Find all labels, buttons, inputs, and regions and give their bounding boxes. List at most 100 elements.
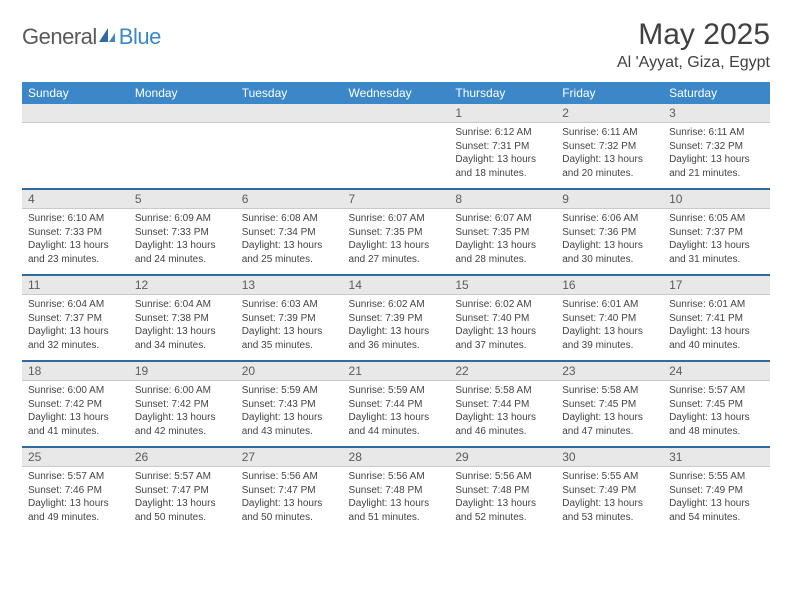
day-number-row: 25262728293031 [22, 448, 770, 467]
brand-name-1: General [22, 24, 97, 50]
day-detail-cell: Sunrise: 5:56 AMSunset: 7:48 PMDaylight:… [343, 467, 450, 533]
daylight-text: Daylight: 13 hours and 21 minutes. [669, 153, 764, 180]
day-detail-row: Sunrise: 6:00 AMSunset: 7:42 PM Daylight:… [22, 381, 770, 448]
daylight-text: Daylight: 13 hours and 18 minutes. [455, 153, 550, 180]
sunrise-text: Sunrise: 6:06 AM [562, 212, 657, 226]
day-number-cell: 22 [449, 362, 556, 381]
sunset-text: Sunset: 7:47 PM [242, 484, 337, 498]
sail-icon [97, 26, 117, 49]
day-number-cell: 23 [556, 362, 663, 381]
sunset-text: Sunset: 7:33 PM [28, 226, 123, 240]
day-number-cell: 26 [129, 448, 236, 467]
sunrise-text: Sunrise: 6:02 AM [455, 298, 550, 312]
day-number-cell: 5 [129, 190, 236, 209]
day-detail-cell: Sunrise: 6:01 AMSunset: 7:40 PMDaylight:… [556, 295, 663, 362]
day-number-cell: 7 [343, 190, 450, 209]
sunrise-text: Sunrise: 5:59 AM [242, 384, 337, 398]
day-detail-cell: Sunrise: 6:09 AMSunset: 7:33 PMDaylight:… [129, 209, 236, 276]
daylight-text: Daylight: 13 hours and 39 minutes. [562, 325, 657, 352]
sunrise-text: Sunrise: 6:08 AM [242, 212, 337, 226]
daylight-text: Daylight: 13 hours and 20 minutes. [562, 153, 657, 180]
location-label: Al 'Ayyat, Giza, Egypt [617, 54, 770, 72]
day-number-row: 18192021222324 [22, 362, 770, 381]
daylight-text: Daylight: 13 hours and 23 minutes. [28, 239, 123, 266]
day-number-cell: 16 [556, 276, 663, 295]
page-header: General Blue May 2025 Al 'Ayyat, Giza, E… [22, 18, 770, 72]
daylight-text: Daylight: 13 hours and 28 minutes. [455, 239, 550, 266]
daylight-text: Daylight: 13 hours and 49 minutes. [28, 497, 123, 524]
day-number-cell: 19 [129, 362, 236, 381]
sunset-text: Sunset: 7:35 PM [455, 226, 550, 240]
day-number-cell: 11 [22, 276, 129, 295]
sunrise-text: Sunrise: 5:55 AM [669, 470, 764, 484]
day-detail-cell [22, 123, 129, 190]
day-detail-cell: Sunrise: 6:08 AMSunset: 7:34 PMDaylight:… [236, 209, 343, 276]
sunrise-text: Sunrise: 5:57 AM [28, 470, 123, 484]
day-number-cell: 31 [663, 448, 770, 467]
sunrise-text: Sunrise: 5:59 AM [349, 384, 444, 398]
daylight-text: Daylight: 13 hours and 24 minutes. [135, 239, 230, 266]
sunset-text: Sunset: 7:32 PM [669, 140, 764, 154]
day-number-cell: 24 [663, 362, 770, 381]
day-detail-cell: Sunrise: 6:11 AMSunset: 7:32 PMDaylight:… [663, 123, 770, 190]
sunset-text: Sunset: 7:33 PM [135, 226, 230, 240]
daylight-text: Daylight: 13 hours and 50 minutes. [242, 497, 337, 524]
day-number-cell: 28 [343, 448, 450, 467]
daylight-text: Daylight: 13 hours and 25 minutes. [242, 239, 337, 266]
day-number-cell: 17 [663, 276, 770, 295]
day-number-cell: 30 [556, 448, 663, 467]
weekday-header: Friday [556, 82, 663, 104]
daylight-text: Daylight: 13 hours and 50 minutes. [135, 497, 230, 524]
day-detail-cell: Sunrise: 6:02 AMSunset: 7:39 PMDaylight:… [343, 295, 450, 362]
brand-logo: General Blue [22, 18, 161, 50]
day-number-row: 11121314151617 [22, 276, 770, 295]
day-number-cell: 9 [556, 190, 663, 209]
weekday-header: Tuesday [236, 82, 343, 104]
day-detail-cell [236, 123, 343, 190]
weekday-header: Thursday [449, 82, 556, 104]
daylight-text: Daylight: 13 hours and 35 minutes. [242, 325, 337, 352]
title-block: May 2025 Al 'Ayyat, Giza, Egypt [617, 18, 770, 72]
sunrise-text: Sunrise: 6:11 AM [669, 126, 764, 140]
sunset-text: Sunset: 7:42 PM [135, 398, 230, 412]
sunset-text: Sunset: 7:46 PM [28, 484, 123, 498]
day-number-cell: 18 [22, 362, 129, 381]
sunset-text: Sunset: 7:45 PM [562, 398, 657, 412]
day-number-cell: 21 [343, 362, 450, 381]
day-detail-cell: Sunrise: 5:57 AMSunset: 7:45 PMDaylight:… [663, 381, 770, 448]
day-number-cell: 2 [556, 104, 663, 123]
day-detail-cell [129, 123, 236, 190]
sunset-text: Sunset: 7:36 PM [562, 226, 657, 240]
day-detail-cell: Sunrise: 6:07 AMSunset: 7:35 PMDaylight:… [343, 209, 450, 276]
daylight-text: Daylight: 13 hours and 54 minutes. [669, 497, 764, 524]
day-detail-cell: Sunrise: 6:11 AMSunset: 7:32 PMDaylight:… [556, 123, 663, 190]
day-detail-cell: Sunrise: 5:55 AMSunset: 7:49 PMDaylight:… [556, 467, 663, 533]
sunrise-text: Sunrise: 6:05 AM [669, 212, 764, 226]
sunset-text: Sunset: 7:48 PM [349, 484, 444, 498]
sunset-text: Sunset: 7:32 PM [562, 140, 657, 154]
weekday-header-row: Sunday Monday Tuesday Wednesday Thursday… [22, 82, 770, 104]
sunrise-text: Sunrise: 6:11 AM [562, 126, 657, 140]
daylight-text: Daylight: 13 hours and 46 minutes. [455, 411, 550, 438]
day-number-cell: 29 [449, 448, 556, 467]
sunset-text: Sunset: 7:45 PM [669, 398, 764, 412]
day-detail-cell: Sunrise: 5:59 AMSunset: 7:43 PMDaylight:… [236, 381, 343, 448]
sunrise-text: Sunrise: 6:01 AM [562, 298, 657, 312]
daylight-text: Daylight: 13 hours and 41 minutes. [28, 411, 123, 438]
day-detail-row: Sunrise: 5:57 AMSunset: 7:46 PMDaylight:… [22, 467, 770, 533]
sunrise-text: Sunrise: 6:01 AM [669, 298, 764, 312]
sunset-text: Sunset: 7:47 PM [135, 484, 230, 498]
day-detail-cell: Sunrise: 6:12 AMSunset: 7:31 PMDaylight:… [449, 123, 556, 190]
day-detail-cell: Sunrise: 5:56 AMSunset: 7:48 PMDaylight:… [449, 467, 556, 533]
day-detail-cell: Sunrise: 5:57 AMSunset: 7:46 PMDaylight:… [22, 467, 129, 533]
day-number-cell: 12 [129, 276, 236, 295]
day-number-cell: 3 [663, 104, 770, 123]
sunset-text: Sunset: 7:49 PM [669, 484, 764, 498]
day-number-cell: 8 [449, 190, 556, 209]
daylight-text: Daylight: 13 hours and 36 minutes. [349, 325, 444, 352]
day-detail-cell: Sunrise: 5:57 AMSunset: 7:47 PMDaylight:… [129, 467, 236, 533]
sunset-text: Sunset: 7:37 PM [28, 312, 123, 326]
day-number-cell: 13 [236, 276, 343, 295]
sunrise-text: Sunrise: 6:00 AM [135, 384, 230, 398]
daylight-text: Daylight: 13 hours and 34 minutes. [135, 325, 230, 352]
